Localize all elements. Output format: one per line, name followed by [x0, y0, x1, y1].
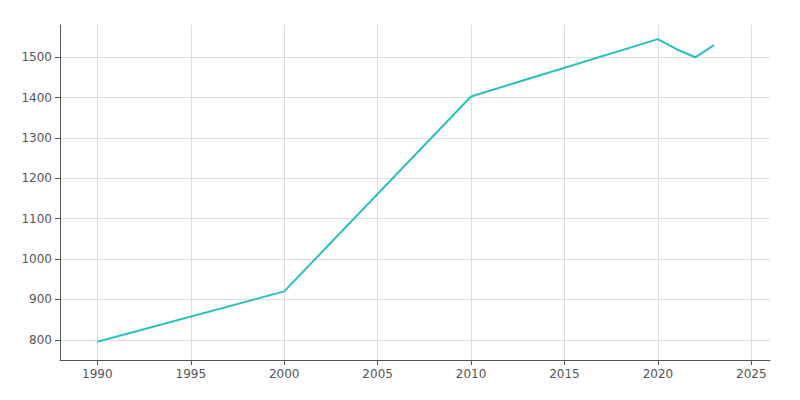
svg-text:2010: 2010	[456, 367, 487, 381]
svg-text:2025: 2025	[736, 367, 767, 381]
svg-text:900: 900	[29, 292, 52, 306]
svg-text:1100: 1100	[21, 212, 52, 226]
svg-text:1300: 1300	[21, 131, 52, 145]
svg-text:1995: 1995	[176, 367, 207, 381]
svg-text:2000: 2000	[269, 367, 300, 381]
svg-text:800: 800	[29, 333, 52, 347]
svg-text:1000: 1000	[21, 252, 52, 266]
svg-text:1200: 1200	[21, 171, 52, 185]
svg-text:2015: 2015	[549, 367, 580, 381]
svg-text:2020: 2020	[643, 367, 674, 381]
svg-text:1500: 1500	[21, 50, 52, 64]
svg-text:1990: 1990	[82, 367, 113, 381]
svg-text:2005: 2005	[362, 367, 393, 381]
svg-text:1400: 1400	[21, 91, 52, 105]
